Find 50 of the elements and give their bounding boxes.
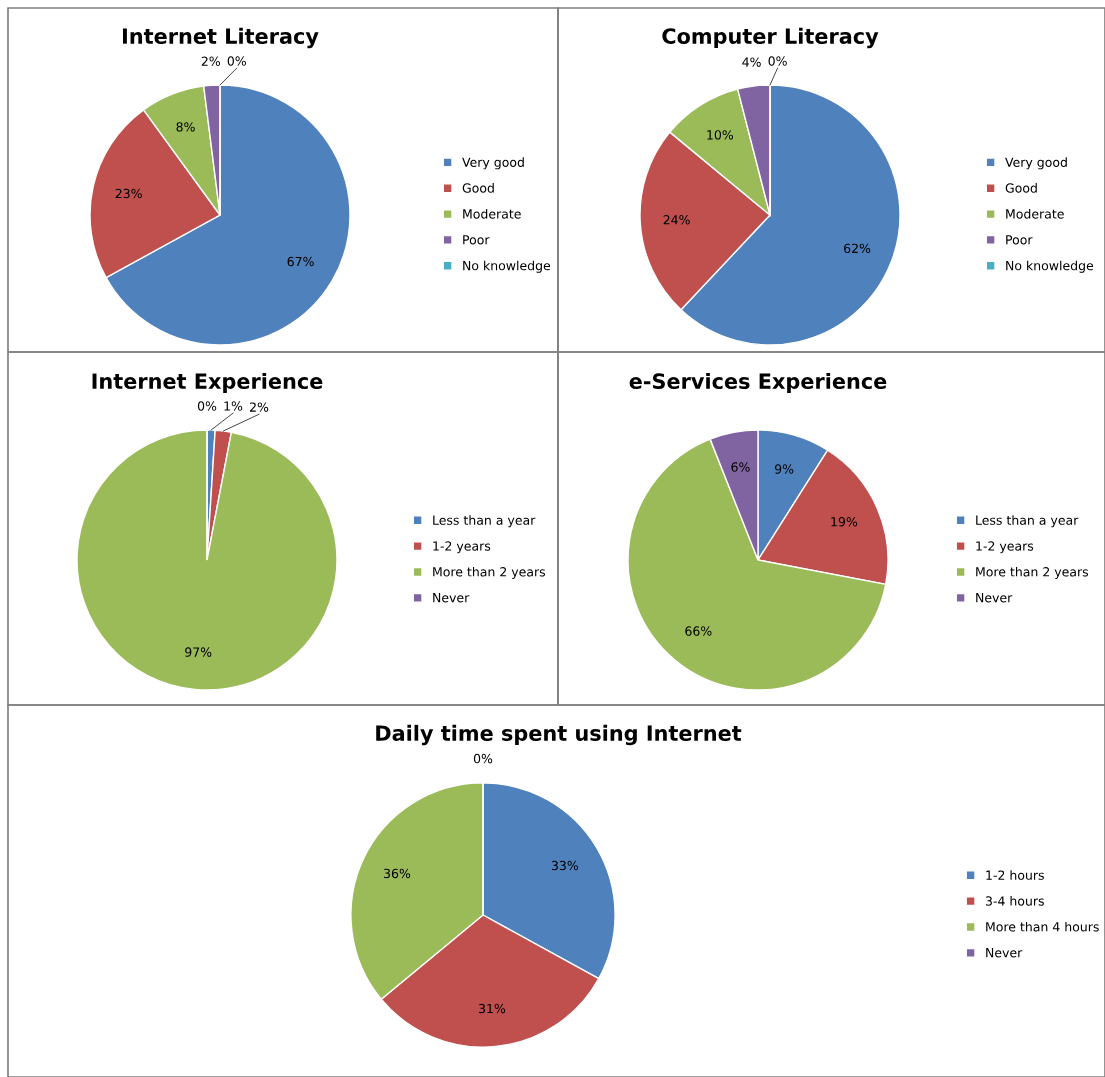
data-label: 9% [774, 464, 794, 474]
legend-label: Less than a year [433, 515, 536, 528]
legend-label: No knowledge [1006, 260, 1094, 273]
data-label: 2% [250, 402, 269, 412]
chart-title: Computer Literacy [662, 27, 879, 49]
legend-label: More than 2 years [433, 566, 546, 579]
data-label: 33% [551, 860, 579, 871]
chart-title: Daily time spent using Internet [376, 724, 742, 746]
legend-label: 1-2 years [433, 541, 491, 554]
text: 0% [197, 401, 217, 411]
data-label: 1% [224, 401, 243, 411]
legend-label: Very good [1005, 157, 1067, 170]
legend-label: Never [986, 948, 1023, 958]
data-label: 10% [707, 130, 734, 140]
data-label: 19% [831, 517, 858, 527]
data-label: 62% [844, 243, 871, 254]
legend-label: More than 4 hours [986, 921, 1099, 932]
data-label: 4% [742, 57, 761, 67]
legend-label: Moderate [463, 208, 521, 219]
data-label: 67% [287, 256, 314, 267]
data-label: 8% [176, 122, 195, 132]
legend-label: Less than a year [976, 515, 1079, 528]
data-label: 31% [479, 1003, 506, 1014]
pie-slice [76, 429, 338, 691]
text: 0% [768, 56, 787, 66]
data-label: 2% [201, 56, 220, 66]
legend-label: Poor [1006, 235, 1033, 245]
legend-label: Very good [462, 157, 524, 170]
text: 0% [227, 56, 246, 66]
legend-label: 1-2 years [976, 541, 1034, 554]
legend-label: Never [433, 593, 470, 603]
legend-label: No knowledge [463, 260, 551, 273]
data-label: 97% [185, 647, 212, 657]
legend-label: 3-4 hours [985, 896, 1044, 906]
chart-title: Internet Literacy [122, 27, 319, 49]
data-label: 66% [685, 626, 712, 636]
data-label: 23% [115, 188, 142, 199]
legend-label: Never [976, 593, 1013, 603]
legend-label: Poor [463, 235, 490, 245]
chart-title: e-Services Experience [629, 372, 887, 394]
data-label: 36% [384, 868, 411, 879]
data-label: 6% [731, 462, 750, 472]
data-label: 24% [663, 215, 690, 225]
legend-label: Good [1005, 183, 1037, 193]
legend-label: More than 2 years [976, 566, 1089, 579]
chart-title: Internet Experience [92, 372, 323, 394]
legend-label: 1-2 hours [986, 870, 1044, 880]
text: 0% [473, 753, 493, 764]
legend-label: Moderate [1006, 208, 1064, 219]
legend-label: Good [462, 183, 494, 193]
